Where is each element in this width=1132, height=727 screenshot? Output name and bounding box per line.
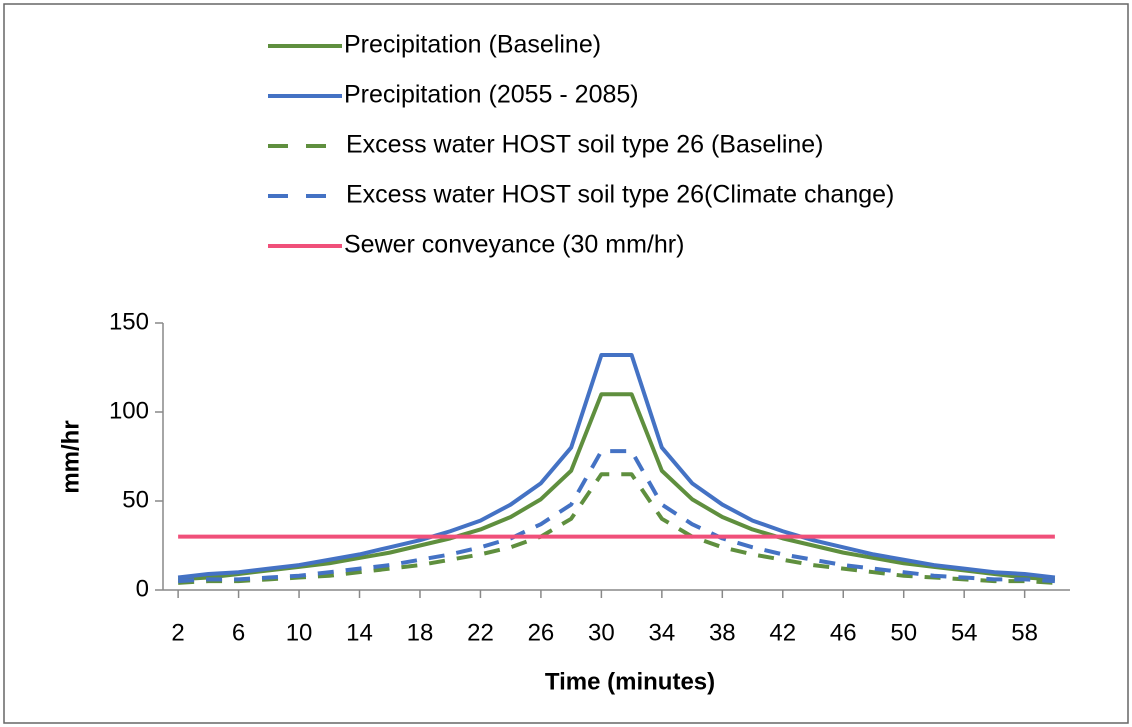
- chart-border: [3, 3, 1129, 724]
- y-axis-label: mm/hr: [57, 420, 84, 493]
- series-line: [177, 392, 1055, 582]
- x-tick-label: 42: [769, 619, 796, 646]
- y-tick-label: 0: [136, 575, 149, 602]
- legend-label: Precipitation (Baseline): [344, 31, 601, 59]
- x-tick-label: 30: [588, 619, 615, 646]
- x-tick-label: 6: [232, 619, 245, 646]
- legend-label: Excess water HOST soil type 26 (Baseline…: [346, 131, 824, 159]
- x-tick-label: 58: [1011, 619, 1038, 646]
- legend-label: Precipitation (2055 - 2085): [344, 81, 639, 109]
- legend-label: Sewer conveyance (30 mm/hr): [344, 231, 684, 259]
- x-tick-label: 38: [709, 619, 736, 646]
- series-line: [177, 353, 1056, 580]
- x-tick-label: 50: [890, 619, 917, 646]
- x-tick-label: 22: [467, 619, 494, 646]
- series-line: [177, 449, 1055, 584]
- x-tick-label: 26: [528, 619, 555, 646]
- x-tick-label: 10: [286, 619, 313, 646]
- x-tick-label: 18: [407, 619, 434, 646]
- x-tick-label: 54: [951, 619, 978, 646]
- x-tick-label: 34: [648, 619, 675, 646]
- y-tick-label: 150: [109, 308, 149, 335]
- x-tick-label: 2: [171, 619, 184, 646]
- x-tick-label: 14: [346, 619, 373, 646]
- y-tick-label: 100: [109, 397, 149, 424]
- legend-label: Excess water HOST soil type 26(Climate c…: [346, 181, 894, 209]
- x-tick-label: 46: [830, 619, 857, 646]
- series-line: [177, 472, 1055, 585]
- y-tick-label: 50: [122, 486, 149, 513]
- x-axis-label: Time (minutes): [545, 668, 715, 695]
